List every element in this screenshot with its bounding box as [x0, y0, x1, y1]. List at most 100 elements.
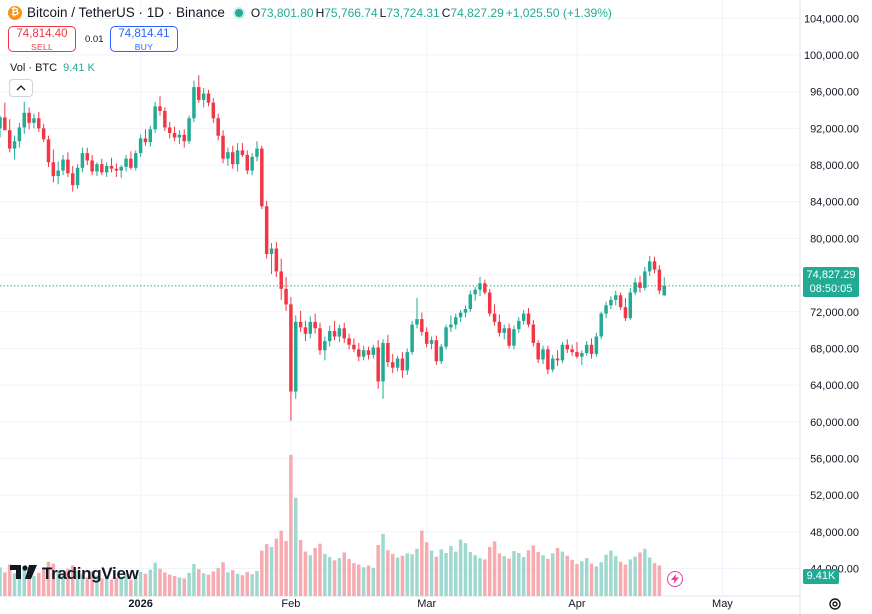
ohlc-high: H75,766.74: [315, 5, 378, 20]
candle-body: [0, 117, 2, 129]
volume-bar: [327, 557, 332, 596]
volume-bar: [502, 556, 506, 596]
volume-bar: [487, 546, 492, 596]
candle-body: [129, 158, 133, 168]
tradingview-logo[interactable]: TradingView: [10, 564, 139, 584]
volume-bar: [555, 547, 560, 596]
candle-body: [420, 319, 424, 332]
candle-body: [197, 87, 201, 100]
volume-bar: [633, 556, 637, 596]
candle-body: [570, 349, 574, 353]
y-tick-label: 56,000.00: [810, 453, 859, 465]
volume-bar: [614, 556, 618, 596]
candle-body: [400, 358, 405, 371]
candle-body: [104, 165, 109, 173]
candle-body: [618, 295, 623, 308]
candle-body: [366, 350, 371, 355]
market-open-dot-icon: [234, 8, 243, 17]
volume-bar: [449, 545, 453, 596]
volume-bar: [172, 576, 177, 596]
volume-bar: [410, 554, 414, 596]
candle-body: [12, 141, 17, 149]
volume-bar: [371, 567, 376, 596]
volume-bar: [250, 574, 254, 596]
volume-bar: [405, 553, 410, 596]
volume-bar: [187, 572, 191, 596]
candle-body: [201, 93, 206, 100]
volume-bar: [526, 550, 531, 596]
candle-body: [463, 309, 468, 313]
volume-bar: [599, 562, 603, 596]
volume-bar: [652, 563, 657, 596]
candle-body: [172, 132, 177, 138]
candle-body: [114, 168, 119, 171]
symbol-title[interactable]: Bitcoin / TetherUS · 1D · Binance: [27, 5, 225, 20]
volume-bar: [492, 541, 497, 596]
volume-bar: [575, 564, 579, 596]
sell-button[interactable]: 74,814.40 SELL: [8, 26, 76, 52]
candle-body: [192, 87, 196, 119]
volume-bar: [3, 572, 7, 596]
volume-bar: [434, 556, 439, 596]
volume-bar: [134, 577, 138, 596]
volume-bar: [439, 549, 443, 596]
volume-bar: [318, 543, 322, 596]
candle-body: [517, 320, 521, 330]
y-tick-label: 64,000.00: [810, 380, 859, 392]
y-tick-label: 80,000.00: [810, 233, 859, 245]
volume-bar: [61, 573, 65, 596]
volume-bar: [119, 577, 123, 596]
candle-body: [560, 344, 565, 361]
candle-body: [580, 353, 584, 357]
ohlc-low: L73,724.31: [379, 5, 440, 20]
candle-body: [647, 261, 652, 272]
candle-body: [269, 248, 274, 254]
y-tick-label: 100,000.00: [804, 50, 859, 62]
volume-bar: [37, 572, 41, 596]
candle-body: [594, 336, 599, 354]
settings-gear-icon[interactable]: [828, 597, 842, 611]
candle-body: [134, 153, 138, 168]
volume-bar: [517, 552, 521, 596]
spread-value: 0.01: [85, 34, 104, 45]
candle-body: [148, 129, 153, 143]
volume-bar: [483, 559, 487, 596]
candle-body: [85, 153, 90, 161]
volume-bar: [550, 553, 555, 596]
candle-body: [240, 150, 245, 155]
candle-body: [17, 127, 22, 142]
candle-body: [468, 294, 473, 310]
volume-bar: [531, 545, 536, 596]
candle-body: [32, 118, 36, 123]
volume-bar: [177, 577, 182, 596]
volume-bar: [332, 560, 337, 596]
candle-body: [371, 347, 376, 355]
volume-bar: [541, 555, 545, 596]
volume-bar: [56, 570, 60, 596]
candle-body: [318, 328, 322, 351]
candle-body: [221, 135, 225, 159]
collapse-legend-button[interactable]: [9, 79, 33, 97]
volume-legend[interactable]: Vol · BTC 9.41 K: [10, 62, 95, 74]
lightning-icon[interactable]: [667, 571, 683, 587]
volume-bar: [604, 554, 608, 596]
candle-body: [347, 338, 351, 345]
volume-bar: [158, 568, 162, 596]
symbol-header: ₿ Bitcoin / TetherUS · 1D · Binance O73,…: [8, 5, 614, 20]
buy-button[interactable]: 74,814.41 BUY: [110, 26, 178, 52]
volume-bar: [347, 558, 351, 596]
candle-body: [623, 307, 628, 319]
volume-bar: [400, 555, 405, 596]
volume-bar: [51, 563, 56, 596]
volume-bar: [163, 572, 167, 596]
volume-bar: [381, 533, 385, 596]
candle-body: [550, 358, 555, 370]
volume-bar: [182, 578, 186, 596]
y-tick-label: 88,000.00: [810, 160, 859, 172]
candle-body: [182, 134, 186, 142]
candle-body: [555, 358, 560, 361]
volume-bar: [245, 571, 250, 596]
candle-body: [376, 347, 380, 382]
sell-price: 74,814.40: [16, 28, 68, 40]
